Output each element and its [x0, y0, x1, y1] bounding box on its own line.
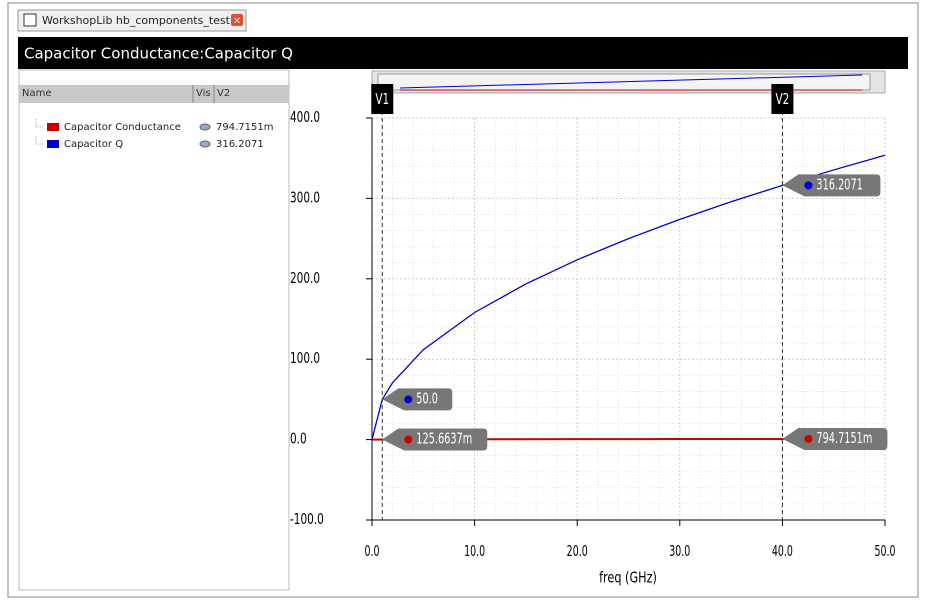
header-v2: V2	[217, 88, 230, 99]
header-name: Name	[22, 88, 52, 99]
x-tick-label: 40.0	[772, 543, 793, 560]
y-tick-label: 200.0	[290, 270, 320, 287]
title-bar	[18, 37, 908, 69]
x-tick-label: 10.0	[464, 543, 485, 560]
legend-name: Capacitor Conductance	[64, 122, 181, 133]
tab[interactable]	[17, 9, 247, 32]
y-tick-label: 300.0	[290, 190, 320, 207]
tab-label: WorkshopLib hb_components_test ...	[42, 14, 244, 27]
readout-label: 794.7151m	[816, 429, 872, 447]
x-tick-label: 30.0	[669, 543, 690, 560]
visibility-icon[interactable]	[199, 140, 211, 148]
overview-line	[399, 74, 863, 89]
y-tick-label: 100.0	[290, 351, 320, 368]
window-title: Capacitor Conductance:Capacitor Q	[24, 45, 293, 63]
x-tick-label: 0.0	[364, 543, 379, 560]
readout-box	[382, 428, 488, 451]
readout-box	[782, 427, 888, 450]
legend-reading: 316.2071	[216, 139, 264, 150]
readout-label: 50.0	[416, 389, 438, 407]
x-axis-label: freq (GHz)	[599, 570, 657, 587]
series-line	[371, 154, 886, 440]
readout-label: 316.2071	[816, 175, 862, 193]
marker-label: V2	[775, 91, 789, 108]
readout-box	[782, 174, 881, 197]
legend-header	[19, 85, 289, 103]
y-tick-label: 0.0	[290, 431, 307, 448]
legend-swatch	[47, 140, 59, 148]
readout-label: 125.6637m	[416, 429, 472, 447]
marker-flag[interactable]	[771, 84, 794, 114]
readout-dot	[404, 435, 413, 444]
x-tick-label: 20.0	[567, 543, 588, 560]
tab-close[interactable]	[231, 14, 243, 26]
legend-swatch	[47, 123, 59, 131]
visibility-icon[interactable]	[199, 123, 211, 131]
readout-dot	[804, 181, 813, 190]
tab-close-x: ×	[233, 16, 241, 27]
marker-label: V1	[375, 91, 389, 108]
y-tick-label: -100.0	[290, 511, 324, 528]
legend-name: Capacitor Q	[64, 139, 123, 150]
readout-dot	[804, 434, 813, 443]
readout-box	[382, 388, 453, 411]
legend-reading: 794.7151m	[216, 122, 273, 133]
legend-panel	[18, 69, 290, 591]
marker-flag[interactable]	[371, 84, 394, 114]
tab-icon	[23, 13, 37, 27]
readout-dot	[404, 395, 413, 404]
x-tick-label: 50.0	[874, 543, 895, 560]
header-vis: Vis	[196, 88, 211, 99]
y-tick-label: 400.0	[290, 109, 320, 126]
